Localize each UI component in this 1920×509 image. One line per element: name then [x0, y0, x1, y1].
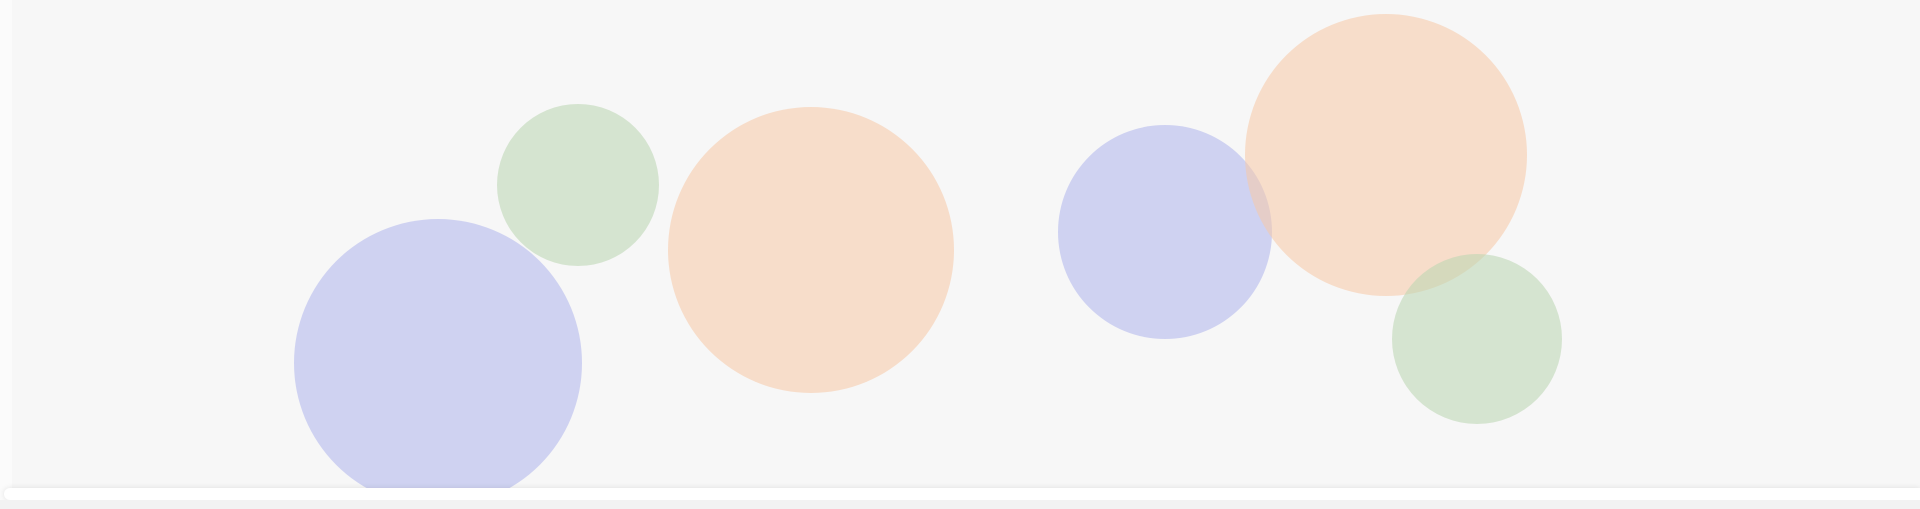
bubble-green-small-left	[497, 104, 659, 266]
bubble-blue-right	[1058, 125, 1272, 339]
bubble-canvas	[12, 0, 1920, 490]
bottom-strip	[0, 500, 1920, 509]
bubble-orange-top-right	[1245, 14, 1527, 296]
bubble-green-bottom-right	[1392, 254, 1562, 424]
bubble-blue-large	[294, 219, 582, 490]
bubble-orange-center	[668, 107, 954, 393]
left-gutter	[0, 0, 12, 509]
bottom-scrollbar[interactable]	[4, 488, 1920, 500]
